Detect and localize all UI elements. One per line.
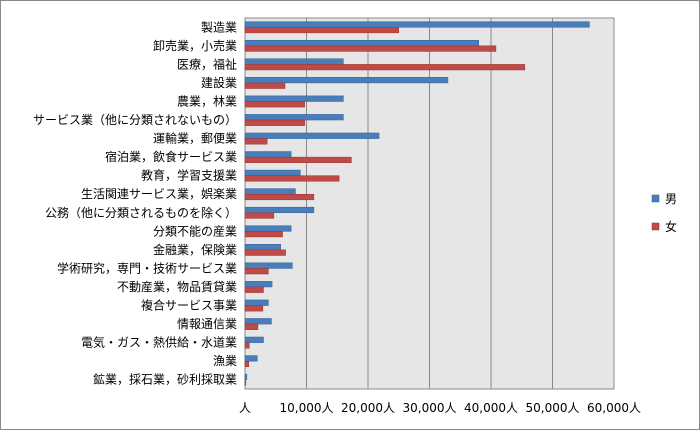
category-label: 教育，学習支援業 <box>141 168 237 183</box>
bar-female <box>244 360 249 368</box>
category-label: 漁業 <box>213 354 237 368</box>
x-tick-label: 人 <box>239 401 251 415</box>
bar-female <box>244 64 526 71</box>
bar-female <box>244 138 268 145</box>
bar-male <box>244 299 269 306</box>
x-tick-label: 30,000人 <box>403 401 457 415</box>
category-label: 宿泊業，飲食サービス業 <box>105 149 237 164</box>
bar-female <box>244 175 340 182</box>
bar-female <box>244 45 497 52</box>
legend-swatch <box>651 222 660 231</box>
legend: 男女 <box>651 192 677 234</box>
category-label: 不動産業，物品賃貸業 <box>117 279 237 294</box>
bar-female <box>244 268 269 275</box>
x-tick-label: 40,000人 <box>464 401 518 415</box>
x-tick-label: 50,000人 <box>526 401 580 415</box>
x-tick-label: 20,000人 <box>341 401 395 415</box>
bar-female <box>244 286 264 293</box>
bar-male <box>244 39 479 47</box>
bar-male <box>244 188 296 195</box>
bar-male <box>244 318 272 325</box>
category-label: 学術研究，専門・技術サービス業 <box>57 260 237 275</box>
bar-female <box>244 27 399 34</box>
category-label: 建設業 <box>201 75 237 90</box>
bar-male <box>244 151 292 158</box>
category-label: 医療，福祉 <box>177 56 237 71</box>
bar-female <box>244 193 315 201</box>
bar-male <box>244 336 264 343</box>
category-label: 鉱業，採石業，砂利採取業 <box>93 372 237 387</box>
bar-female <box>244 82 286 89</box>
bar-male <box>244 114 344 121</box>
category-label: 金融業，保険業 <box>153 242 237 257</box>
category-label: 製造業 <box>201 20 237 34</box>
x-tick-labels: 人 10,000人 20,000人 30,000人 40,000人 50,000人 60,0… <box>239 401 641 415</box>
bars <box>244 21 590 386</box>
bar-male <box>244 169 301 176</box>
category-label: 複合サービス事業 <box>141 298 237 313</box>
bar-male <box>244 132 380 139</box>
bar-male <box>244 206 315 214</box>
bar-female <box>244 101 305 108</box>
bar-female <box>244 305 264 312</box>
bar-female <box>244 379 247 386</box>
bar-male <box>244 77 449 84</box>
bar-male <box>244 225 292 232</box>
bar-male <box>244 95 344 102</box>
legend-label: 女 <box>665 219 677 234</box>
legend-label: 男 <box>665 192 677 206</box>
category-label: 卸売業，小売業 <box>153 38 237 53</box>
x-tick-label: 10,000人 <box>280 401 334 415</box>
x-tick-label: 60,000人 <box>587 401 641 415</box>
category-label: 分類不能の産業 <box>153 223 237 238</box>
bar-male <box>244 21 590 28</box>
bar-male <box>244 373 248 380</box>
bar-female <box>244 231 283 238</box>
bar-female <box>244 249 286 256</box>
bar-female <box>244 342 250 349</box>
category-label: 電気・ガス・熱供給・水道業 <box>81 335 237 350</box>
legend-swatch <box>651 194 660 203</box>
bar-male <box>244 281 273 288</box>
category-label: 公務（他に分類されるものを除く） <box>45 205 237 220</box>
bar-female <box>244 156 352 163</box>
category-label: 情報通信業 <box>177 317 237 331</box>
category-label: 農業，林業 <box>177 94 237 108</box>
category-label: 生活関連サービス業，娯楽業 <box>81 187 237 201</box>
bar-male <box>244 244 281 251</box>
bar-female <box>244 323 259 330</box>
category-label: サービス業（他に分類されないもの） <box>33 113 237 127</box>
category-labels: 製造業卸売業，小売業医療，福祉建設業農業，林業サービス業（他に分類されないもの）… <box>33 20 237 386</box>
bar-male <box>244 355 258 362</box>
bar-male <box>244 58 344 65</box>
bar-female <box>244 119 305 126</box>
bar-female <box>244 212 275 219</box>
bar-male <box>244 262 293 269</box>
category-label: 運輸業，郵便業 <box>153 131 237 146</box>
